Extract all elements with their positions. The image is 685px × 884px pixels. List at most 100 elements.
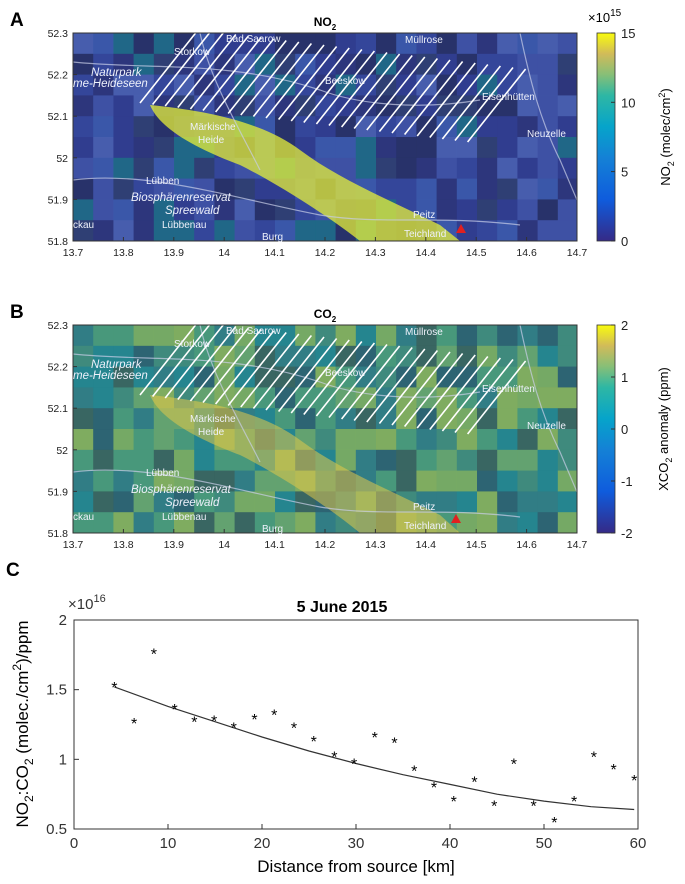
- place-label: Storkow: [174, 339, 211, 350]
- map-tile: [517, 429, 538, 450]
- map-tile: [113, 199, 134, 221]
- map-tile: [335, 137, 356, 158]
- place-label: Heide: [198, 135, 225, 146]
- map-tile: [335, 429, 356, 450]
- map-tile: [456, 33, 478, 54]
- swath-line: [164, 33, 224, 107]
- swath-line: [391, 59, 451, 134]
- map-tile: [537, 387, 558, 409]
- map-tile: [456, 429, 478, 450]
- swath-line: [403, 61, 464, 135]
- map-tile: [557, 366, 577, 388]
- map-tile: [214, 178, 235, 200]
- map-tile: [477, 116, 498, 138]
- x-tick-label: 14.6: [516, 247, 537, 259]
- map-tile: [133, 53, 154, 75]
- map-tile: [537, 512, 558, 533]
- map-tile: [275, 408, 296, 430]
- map-tile: [477, 449, 498, 471]
- map-tile: [174, 366, 195, 388]
- map-tile: [335, 408, 356, 430]
- y-tick-label: 0.5: [46, 821, 67, 838]
- place-label: Beeskow: [325, 368, 366, 379]
- place-label: Heide: [198, 427, 225, 438]
- map-tile: [537, 137, 558, 158]
- map-tile: [133, 345, 154, 367]
- map-tiles: [73, 325, 577, 533]
- map-tile: [275, 53, 296, 75]
- map-area: [73, 33, 577, 241]
- map-tile: [295, 53, 316, 75]
- map-tile: [416, 408, 437, 430]
- map-tile: [497, 116, 518, 138]
- map-tile: [194, 491, 215, 513]
- x-tick-label: 14.7: [567, 539, 588, 551]
- colorbar-exponent: ×1015: [588, 8, 622, 25]
- map-tile: [416, 137, 437, 158]
- map-tile: [194, 449, 215, 471]
- swath-line: [252, 43, 313, 117]
- map-tile: [456, 74, 478, 96]
- swath-line: [277, 338, 338, 412]
- map-tile: [497, 408, 518, 430]
- map-tile: [396, 95, 417, 117]
- map-tile: [355, 116, 377, 138]
- place-labels: Bad Saarow Storkow Müllrose Naturparkme-Hei…: [73, 34, 566, 243]
- map-tile: [254, 178, 276, 200]
- swath-line: [366, 56, 426, 131]
- map-tile: [174, 429, 195, 450]
- map-tile: [456, 199, 478, 221]
- map-tile: [174, 220, 195, 241]
- map-tile: [537, 53, 558, 75]
- map-tile: [497, 53, 518, 75]
- y-tick-label: 52.3: [48, 320, 69, 332]
- map-tile: [315, 408, 336, 430]
- panel-title: CO2: [314, 307, 337, 324]
- swath-line: [466, 68, 527, 143]
- y-tick-label: 1.5: [46, 682, 67, 699]
- map-tile: [93, 366, 114, 388]
- map-tile: [73, 74, 94, 96]
- map-tile: [275, 116, 296, 138]
- map-tile: [174, 157, 195, 179]
- place-label: Neuzelle: [527, 421, 566, 432]
- swath-line: [429, 64, 489, 138]
- map-tile: [73, 512, 94, 533]
- map-tile: [376, 178, 397, 200]
- map-tile: [234, 366, 255, 388]
- x-tick-label: 30: [348, 835, 365, 852]
- map-tile: [214, 95, 235, 117]
- y-tick-label: 52.1: [48, 403, 69, 415]
- y-tick-label: 51.8: [48, 528, 69, 540]
- map-tile: [557, 387, 577, 409]
- data-point: *: [231, 720, 237, 737]
- data-point: *: [351, 757, 357, 774]
- colorbar-tick-label: -2: [621, 526, 633, 541]
- map-tile: [133, 220, 154, 241]
- x-tick-label: 14: [218, 539, 230, 551]
- map-tile: [234, 199, 255, 221]
- map-tile: [396, 74, 417, 96]
- map-tile: [477, 512, 498, 533]
- map-tile: [557, 470, 577, 492]
- map-tile: [557, 429, 577, 450]
- map-tile: [133, 325, 154, 346]
- map-tile: [93, 387, 114, 409]
- place-label: Eisenhütten: [482, 92, 535, 103]
- map-tile: [113, 53, 134, 75]
- map-tile: [214, 512, 235, 533]
- map-tile: [477, 429, 498, 450]
- map-tile: [275, 512, 296, 533]
- data-point: *: [151, 646, 157, 663]
- swath-line: [177, 326, 237, 400]
- map-tile: [436, 199, 457, 221]
- map-tile: [537, 33, 558, 54]
- map-tile: [477, 178, 498, 200]
- y-tick-label: 52: [56, 153, 68, 165]
- map-tile: [133, 512, 154, 533]
- map-tile: [396, 449, 417, 471]
- map-tile: [416, 199, 437, 221]
- map-tile: [537, 220, 558, 241]
- map-tile: [557, 408, 577, 430]
- map-tile: [396, 408, 417, 430]
